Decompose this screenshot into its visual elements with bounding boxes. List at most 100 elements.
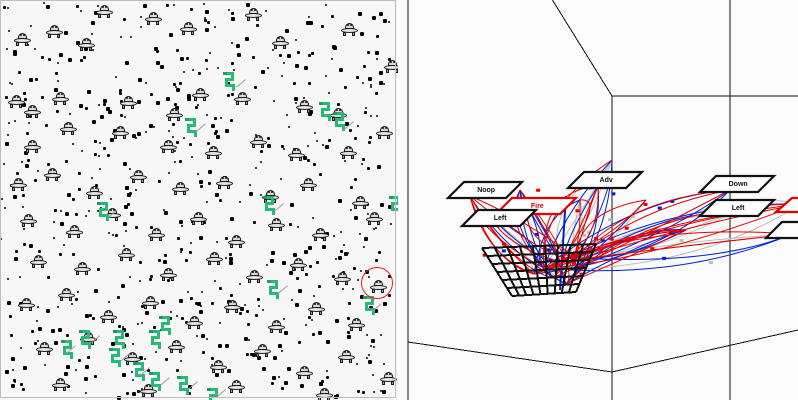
ufo-sprite[interactable] — [30, 255, 47, 268]
ufo-sprite[interactable] — [24, 105, 41, 118]
ufo-sprite[interactable] — [52, 92, 69, 105]
ufo-sprite[interactable] — [78, 38, 95, 51]
ufo-sprite[interactable] — [216, 176, 233, 189]
action-plane-group[interactable]: Noop Fire Left Adv Down Left Up Right — [445, 170, 798, 240]
ufo-sprite[interactable] — [206, 252, 223, 265]
ufo-sprite[interactable] — [100, 310, 117, 323]
snake-sprite[interactable] — [96, 202, 112, 222]
ufo-sprite[interactable] — [86, 186, 103, 199]
ufo-sprite[interactable] — [112, 126, 129, 139]
ufo-sprite[interactable] — [272, 36, 289, 49]
snake-sprite[interactable] — [362, 296, 378, 316]
ufo-sprite[interactable] — [8, 95, 25, 108]
ufo-sprite[interactable] — [308, 302, 325, 315]
ufo-sprite[interactable] — [205, 146, 222, 159]
ufo-sprite[interactable] — [96, 5, 113, 18]
snake-sprite[interactable] — [332, 112, 348, 132]
ufo-sprite[interactable] — [10, 178, 27, 191]
plane-up[interactable]: Up — [763, 220, 798, 240]
ufo-sprite[interactable] — [36, 342, 53, 355]
ufo-sprite[interactable] — [130, 170, 147, 183]
ufo-sprite[interactable] — [341, 23, 358, 36]
snake-sprite[interactable] — [60, 340, 76, 360]
ufo-sprite[interactable] — [312, 228, 329, 241]
state-grid-plane[interactable] — [481, 243, 597, 297]
ufo-sprite[interactable] — [192, 88, 209, 101]
ufo-sprite[interactable] — [300, 178, 317, 191]
action-plane-quad[interactable] — [697, 198, 777, 218]
ufo-sprite[interactable] — [224, 300, 241, 313]
plane-adv[interactable]: Adv — [565, 170, 645, 190]
ufo-sprite[interactable] — [268, 218, 285, 231]
plane-right[interactable]: Right — [773, 196, 798, 214]
ufo-sprite[interactable] — [20, 214, 37, 227]
ufo-sprite[interactable] — [58, 288, 75, 301]
snake-sprite[interactable] — [112, 330, 128, 350]
ufo-sprite[interactable] — [384, 60, 398, 73]
ufo-sprite[interactable] — [376, 126, 393, 139]
3d-scene-svg[interactable]: Noop Fire Left Adv Down Left Up Right — [400, 0, 798, 400]
ufo-sprite[interactable] — [190, 212, 207, 225]
ufo-sprite[interactable] — [74, 262, 91, 275]
ufo-sprite[interactable] — [380, 372, 397, 385]
snake-sprite[interactable] — [206, 388, 222, 400]
snake-sprite[interactable] — [148, 330, 164, 350]
ufo-sprite[interactable] — [366, 212, 383, 225]
particle-scatter-view[interactable] — [0, 0, 398, 400]
ufo-sprite[interactable] — [268, 320, 285, 333]
ufo-sprite[interactable] — [210, 360, 227, 373]
ufo-sprite[interactable] — [246, 270, 263, 283]
ufo-sprite[interactable] — [46, 25, 63, 38]
plane-down[interactable]: Down — [697, 174, 777, 194]
snake-sprite[interactable] — [108, 348, 124, 368]
ufo-sprite[interactable] — [234, 92, 251, 105]
ufo-sprite[interactable] — [148, 228, 165, 241]
action-plane-quad[interactable] — [773, 196, 798, 214]
ufo-sprite[interactable] — [24, 140, 41, 153]
plane-leftb[interactable]: Left — [697, 198, 777, 218]
ufo-sprite[interactable] — [245, 8, 262, 21]
snake-sprite[interactable] — [78, 330, 94, 350]
ufo-sprite[interactable] — [120, 96, 137, 109]
ufo-sprite[interactable] — [334, 272, 351, 285]
ufo-sprite[interactable] — [14, 33, 31, 46]
action-plane-quad[interactable] — [565, 170, 645, 190]
ufo-sprite[interactable] — [168, 340, 185, 353]
snake-sprite[interactable] — [176, 376, 192, 396]
snake-sprite[interactable] — [158, 316, 174, 336]
ufo-sprite[interactable] — [186, 316, 203, 329]
ufo-sprite[interactable] — [140, 384, 157, 397]
ufo-sprite[interactable] — [180, 22, 197, 35]
ufo-sprite[interactable] — [250, 135, 267, 148]
ufo-sprite[interactable] — [348, 318, 365, 331]
3d-transition-graph[interactable]: Noop Fire Left Adv Down Left Up Right — [400, 0, 798, 400]
snake-sprite[interactable] — [184, 118, 200, 138]
ufo-sprite[interactable] — [352, 196, 369, 209]
action-plane-quad[interactable] — [763, 220, 798, 240]
action-plane-quad[interactable] — [445, 180, 525, 200]
ufo-sprite[interactable] — [52, 378, 69, 391]
selected-entity-ring[interactable] — [361, 267, 393, 299]
action-plane-quad[interactable] — [697, 174, 777, 194]
ufo-sprite[interactable] — [228, 235, 245, 248]
ufo-sprite[interactable] — [296, 100, 313, 113]
ufo-sprite[interactable] — [254, 344, 271, 357]
snake-sprite[interactable] — [262, 196, 278, 216]
ufo-sprite[interactable] — [60, 122, 77, 135]
ufo-sprite[interactable] — [166, 108, 183, 121]
snake-sprite[interactable] — [148, 372, 164, 392]
plane-noop[interactable]: Noop — [445, 180, 525, 200]
ufo-sprite[interactable] — [18, 298, 35, 311]
ufo-sprite[interactable] — [142, 296, 159, 309]
ufo-sprite[interactable] — [66, 225, 83, 238]
ufo-sprite[interactable] — [44, 168, 61, 181]
ufo-sprite[interactable] — [118, 248, 135, 261]
ufo-sprite[interactable] — [228, 380, 245, 393]
ufo-sprite[interactable] — [288, 148, 305, 161]
snake-sprite[interactable] — [318, 102, 334, 122]
plane-left[interactable]: Left — [459, 208, 539, 228]
ufo-sprite[interactable] — [290, 258, 307, 271]
snake-sprite[interactable] — [388, 196, 398, 216]
snake-sprite[interactable] — [222, 72, 238, 92]
ufo-sprite[interactable] — [160, 268, 177, 281]
